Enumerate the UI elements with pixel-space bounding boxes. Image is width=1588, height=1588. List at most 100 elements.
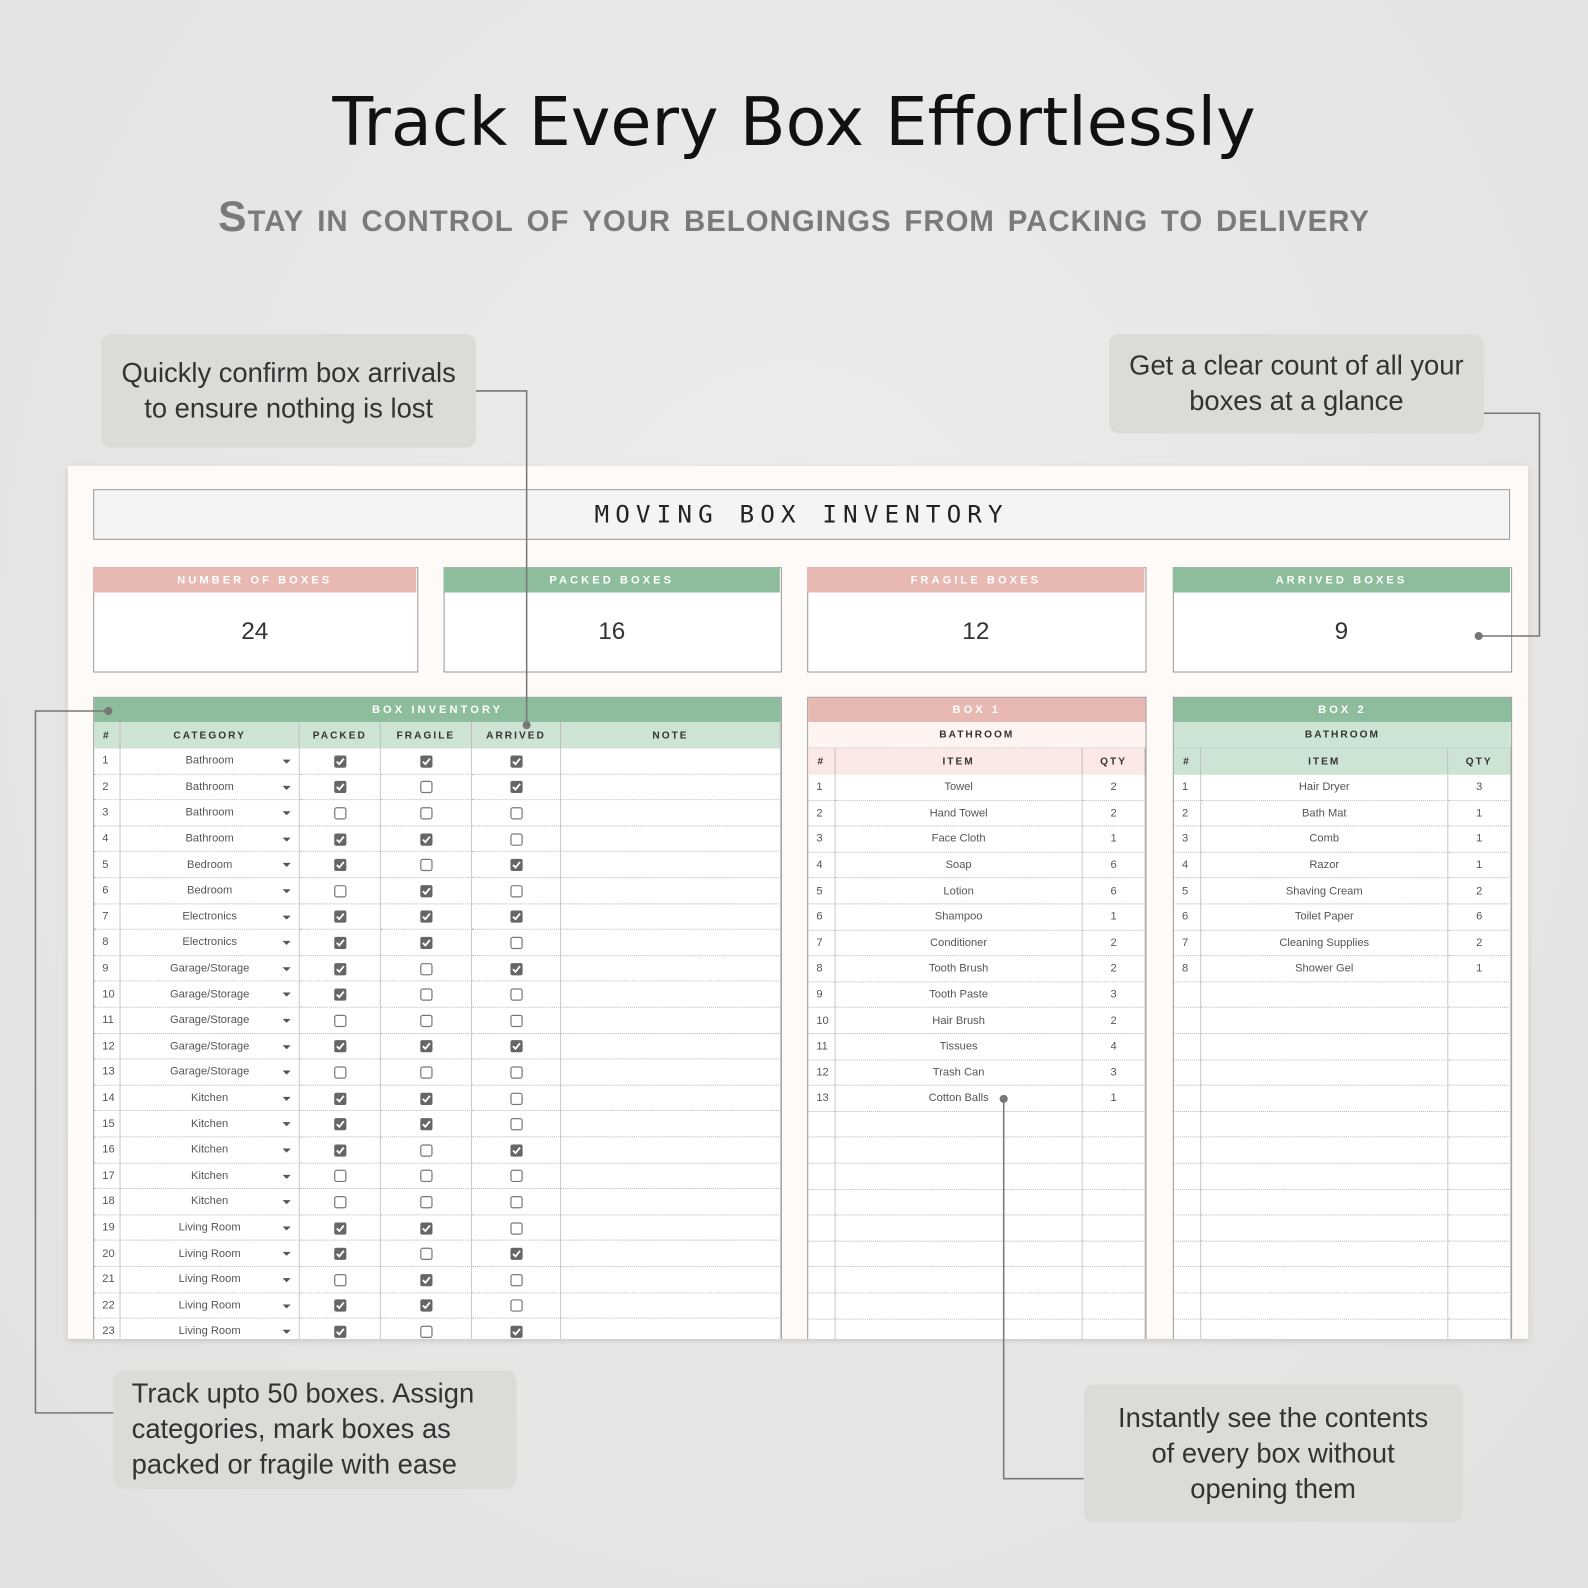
- category-dropdown[interactable]: Electronics: [120, 929, 300, 956]
- checkbox[interactable]: [509, 936, 523, 950]
- category-dropdown[interactable]: Bathroom: [120, 748, 300, 775]
- checkbox[interactable]: [509, 1065, 523, 1079]
- checkbox[interactable]: [333, 1091, 347, 1105]
- checkbox[interactable]: [333, 1117, 347, 1131]
- checkbox[interactable]: [419, 988, 433, 1002]
- checkbox[interactable]: [333, 858, 347, 872]
- checkbox[interactable]: [333, 1195, 347, 1209]
- checkbox[interactable]: [509, 754, 523, 768]
- column-header: #: [94, 722, 121, 749]
- checkbox[interactable]: [419, 1247, 433, 1261]
- checkbox[interactable]: [419, 832, 433, 846]
- checkbox[interactable]: [509, 884, 523, 898]
- checkbox[interactable]: [509, 1091, 523, 1105]
- checkbox[interactable]: [333, 936, 347, 950]
- category-dropdown[interactable]: Garage/Storage: [120, 1033, 300, 1060]
- category-dropdown[interactable]: Bedroom: [120, 852, 300, 879]
- checkbox[interactable]: [333, 910, 347, 924]
- checkbox[interactable]: [419, 1143, 433, 1157]
- spreadsheet: MOVING BOX INVENTORY NUMBER OF BOXES 24 PAC…: [67, 465, 1529, 1339]
- checkbox[interactable]: [419, 1169, 433, 1183]
- category-dropdown[interactable]: Bathroom: [120, 800, 300, 827]
- checkbox[interactable]: [509, 832, 523, 846]
- checkbox[interactable]: [333, 1040, 347, 1054]
- checkbox[interactable]: [509, 1143, 523, 1157]
- checkbox[interactable]: [419, 1299, 433, 1313]
- category-dropdown[interactable]: Garage/Storage: [120, 981, 300, 1008]
- checkbox[interactable]: [419, 1065, 433, 1079]
- checkbox[interactable]: [419, 754, 433, 768]
- row-number: 2: [808, 800, 836, 827]
- checkbox[interactable]: [333, 962, 347, 976]
- checkbox[interactable]: [333, 832, 347, 846]
- checkbox[interactable]: [419, 1117, 433, 1131]
- item-cell: [1201, 1059, 1449, 1086]
- checkbox[interactable]: [333, 1325, 347, 1339]
- checkbox[interactable]: [333, 806, 347, 820]
- checkbox[interactable]: [333, 1143, 347, 1157]
- checkbox[interactable]: [509, 1247, 523, 1261]
- checkbox[interactable]: [419, 1091, 433, 1105]
- checkbox[interactable]: [509, 780, 523, 794]
- category-dropdown[interactable]: Kitchen: [120, 1189, 300, 1216]
- checkbox[interactable]: [333, 1014, 347, 1028]
- checkbox[interactable]: [419, 910, 433, 924]
- checkbox[interactable]: [509, 858, 523, 872]
- card-value: 9: [1334, 617, 1349, 645]
- category-dropdown[interactable]: Kitchen: [120, 1137, 300, 1164]
- checkbox[interactable]: [419, 1040, 433, 1054]
- checkbox[interactable]: [419, 1014, 433, 1028]
- checkbox[interactable]: [333, 1221, 347, 1235]
- checkbox-cell: [299, 1215, 381, 1242]
- checkbox[interactable]: [333, 1065, 347, 1079]
- category-dropdown[interactable]: Electronics: [120, 904, 300, 930]
- category-dropdown[interactable]: Living Room: [121, 1318, 300, 1339]
- checkbox[interactable]: [419, 858, 433, 872]
- checkbox[interactable]: [509, 1117, 523, 1131]
- checkbox[interactable]: [509, 1040, 523, 1054]
- checkbox[interactable]: [509, 910, 523, 924]
- checkbox[interactable]: [509, 1169, 523, 1183]
- checkbox[interactable]: [419, 936, 433, 950]
- category-dropdown[interactable]: Kitchen: [120, 1163, 300, 1190]
- category-dropdown[interactable]: Garage/Storage: [120, 955, 300, 982]
- checkbox[interactable]: [333, 884, 347, 898]
- category-dropdown[interactable]: Bedroom: [120, 878, 300, 905]
- checkbox[interactable]: [419, 1325, 433, 1339]
- note-cell: [561, 1267, 781, 1293]
- checkbox[interactable]: [509, 988, 523, 1002]
- checkbox[interactable]: [509, 1299, 523, 1313]
- checkbox[interactable]: [509, 806, 523, 820]
- category-dropdown[interactable]: Kitchen: [120, 1085, 300, 1112]
- category-dropdown[interactable]: Living Room: [120, 1241, 300, 1267]
- checkbox[interactable]: [509, 1014, 523, 1028]
- item-cell: Trash Can: [835, 1059, 1083, 1086]
- checkbox[interactable]: [419, 1221, 433, 1235]
- checkbox[interactable]: [419, 806, 433, 820]
- checkbox[interactable]: [509, 1195, 523, 1209]
- checkbox[interactable]: [509, 1221, 523, 1235]
- checkbox[interactable]: [333, 1299, 347, 1313]
- checkbox[interactable]: [333, 1273, 347, 1287]
- checkbox[interactable]: [419, 1273, 433, 1287]
- checkbox[interactable]: [509, 1273, 523, 1287]
- category-dropdown[interactable]: Garage/Storage: [120, 1059, 300, 1086]
- category-dropdown[interactable]: Living Room: [120, 1215, 300, 1242]
- checkbox[interactable]: [333, 754, 347, 768]
- category-dropdown[interactable]: Bathroom: [120, 826, 300, 853]
- checkbox[interactable]: [419, 884, 433, 898]
- category-dropdown[interactable]: Living Room: [120, 1267, 300, 1293]
- category-dropdown[interactable]: Living Room: [120, 1292, 300, 1319]
- checkbox[interactable]: [509, 1325, 523, 1339]
- checkbox[interactable]: [509, 962, 523, 976]
- checkbox[interactable]: [333, 1247, 347, 1261]
- checkbox[interactable]: [333, 780, 347, 794]
- category-dropdown[interactable]: Bathroom: [120, 774, 300, 801]
- checkbox[interactable]: [333, 1169, 347, 1183]
- checkbox[interactable]: [419, 962, 433, 976]
- category-dropdown[interactable]: Kitchen: [120, 1111, 300, 1138]
- checkbox[interactable]: [333, 988, 347, 1002]
- checkbox[interactable]: [419, 780, 433, 794]
- checkbox[interactable]: [419, 1195, 433, 1209]
- category-dropdown[interactable]: Garage/Storage: [120, 1007, 300, 1034]
